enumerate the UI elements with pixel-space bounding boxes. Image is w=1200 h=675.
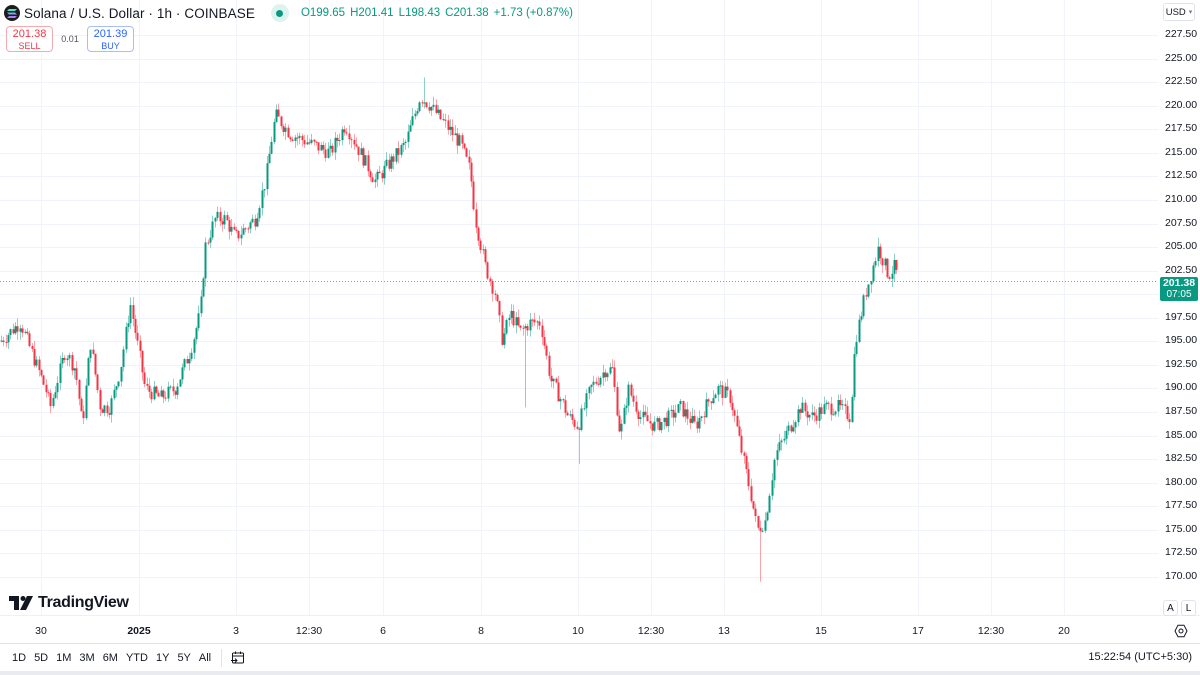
symbol-title[interactable]: Solana / U.S. Dollar · 1h · COINBASE xyxy=(24,5,255,21)
buy-label: BUY xyxy=(101,40,120,51)
time-scale-label: 10 xyxy=(572,625,584,637)
range-button-3m[interactable]: 3M xyxy=(79,651,95,664)
price-scale-label: 172.50 xyxy=(1165,546,1198,559)
go-to-date-icon[interactable] xyxy=(229,649,247,667)
price-scale-label: 212.50 xyxy=(1165,169,1198,182)
price-scale-label: 217.50 xyxy=(1165,122,1198,135)
high-label: H xyxy=(350,7,359,19)
chart-settings-icon[interactable] xyxy=(1174,624,1188,638)
date-range-buttons: 1D 5D 1M 3M 6M YTD 1Y 5Y All xyxy=(8,648,215,668)
price-scale-label: 192.50 xyxy=(1165,357,1198,370)
time-scale-label: 8 xyxy=(478,625,484,637)
bar-countdown: 07:05 xyxy=(1166,289,1192,300)
price-scale-label: 210.00 xyxy=(1165,192,1198,205)
low-label: L xyxy=(398,7,405,19)
log-scale-label: L xyxy=(1185,602,1192,614)
currency-label: USD xyxy=(1165,6,1186,18)
close-label: C xyxy=(445,7,454,19)
auto-scale-label: A xyxy=(1167,602,1174,614)
range-button-1d[interactable]: 1D xyxy=(12,651,27,664)
range-button-5d[interactable]: 5D xyxy=(34,651,49,664)
solana-icon xyxy=(4,5,20,21)
time-scale-label: 3 xyxy=(233,625,239,637)
price-scale-label: 180.00 xyxy=(1165,475,1198,488)
time-scale-label: 13 xyxy=(718,625,730,637)
time-scale-label: 2025 xyxy=(127,625,151,637)
high-value: 201.41 xyxy=(358,7,394,19)
timezone-clock[interactable]: 15:22:54 (UTC+5:30) xyxy=(1088,651,1192,663)
range-button-all[interactable]: All xyxy=(198,651,212,664)
price-scale-label: 175.00 xyxy=(1165,522,1198,535)
sell-price: 201.38 xyxy=(12,27,47,40)
sell-button[interactable]: 201.38 SELL xyxy=(6,26,53,52)
range-button-5y[interactable]: 5Y xyxy=(177,651,191,664)
range-button-1y[interactable]: 1Y xyxy=(155,651,170,664)
price-scale-label: 177.50 xyxy=(1165,499,1198,512)
price-scale-label: 207.50 xyxy=(1165,216,1198,229)
time-scale-label: 30 xyxy=(35,625,47,637)
price-scale-label: 202.50 xyxy=(1165,263,1198,276)
close-value: 201.38 xyxy=(453,7,489,19)
price-scale-label: 187.50 xyxy=(1165,405,1198,418)
price-scale-label: 227.50 xyxy=(1165,28,1198,40)
price-scale-label: 195.00 xyxy=(1165,334,1198,347)
open-label: O xyxy=(300,7,310,19)
price-scale-label: 182.50 xyxy=(1165,452,1198,465)
tradingview-wordmark: TradingView xyxy=(38,594,129,611)
sell-label: SELL xyxy=(18,40,41,51)
price-scale-label: 220.00 xyxy=(1165,98,1198,111)
price-scale-label: 205.00 xyxy=(1165,240,1198,253)
price-scale-label: 215.00 xyxy=(1165,145,1198,158)
log-scale-button[interactable]: L xyxy=(1181,600,1196,616)
price-scale-label: 190.00 xyxy=(1165,381,1198,394)
range-button-1m[interactable]: 1M xyxy=(56,651,72,664)
time-scale-label: 15 xyxy=(815,625,827,637)
footer-strip xyxy=(0,671,1200,675)
time-scale-label: 6 xyxy=(380,625,386,637)
chart-legend: Solana / U.S. Dollar · 1h · COINBASE O19… xyxy=(4,4,573,22)
time-scale-label: 12:30 xyxy=(295,625,323,637)
chevron-down-icon: ▾ xyxy=(1188,9,1193,16)
tradingview-logo-icon xyxy=(9,596,33,610)
price-scale-label: 225.00 xyxy=(1165,51,1198,64)
candles xyxy=(0,77,898,582)
change-value: +1.73 (+0.87%) xyxy=(493,7,573,19)
market-status-indicator[interactable] xyxy=(270,4,289,22)
time-scale-label: 12:30 xyxy=(637,625,665,637)
bottom-toolbar: 1D 5D 1M 3M 6M YTD 1Y 5Y All 15:22:54 (UTC+5:30) xyxy=(0,643,1200,671)
time-scale-label: 12:30 xyxy=(977,625,1005,637)
price-scale-label: 185.00 xyxy=(1165,428,1198,441)
current-price-tag: 201.38 07:05 xyxy=(1160,277,1198,301)
buy-price: 201.39 xyxy=(93,27,128,40)
tradingview-logo[interactable]: TradingView xyxy=(9,594,129,612)
spread-value: 0.01 xyxy=(61,34,79,44)
status-dot-icon xyxy=(276,9,284,17)
toolbar-divider xyxy=(221,648,223,667)
time-scale-label: 20 xyxy=(1058,625,1070,637)
price-scale-label: 170.00 xyxy=(1165,570,1198,582)
time-scale-label: 17 xyxy=(912,625,924,637)
price-scale-label: 222.50 xyxy=(1165,75,1198,88)
range-button-ytd[interactable]: YTD xyxy=(125,651,148,664)
trade-buttons: 201.38 SELL 0.01 201.39 BUY xyxy=(6,26,134,52)
price-scale-label: 197.50 xyxy=(1165,310,1198,323)
buy-button[interactable]: 201.39 BUY xyxy=(87,26,134,52)
low-value: 198.43 xyxy=(404,7,441,19)
open-value: 199.65 xyxy=(309,7,346,19)
auto-scale-button[interactable]: A xyxy=(1163,600,1178,616)
range-button-6m[interactable]: 6M xyxy=(102,651,118,664)
current-price-value: 201.38 xyxy=(1162,277,1196,289)
currency-selector[interactable]: USD ▾ xyxy=(1163,3,1195,21)
ohlc-values: O199.65 H201.41 L198.43 C201.38 +1.73 (+… xyxy=(301,7,573,19)
